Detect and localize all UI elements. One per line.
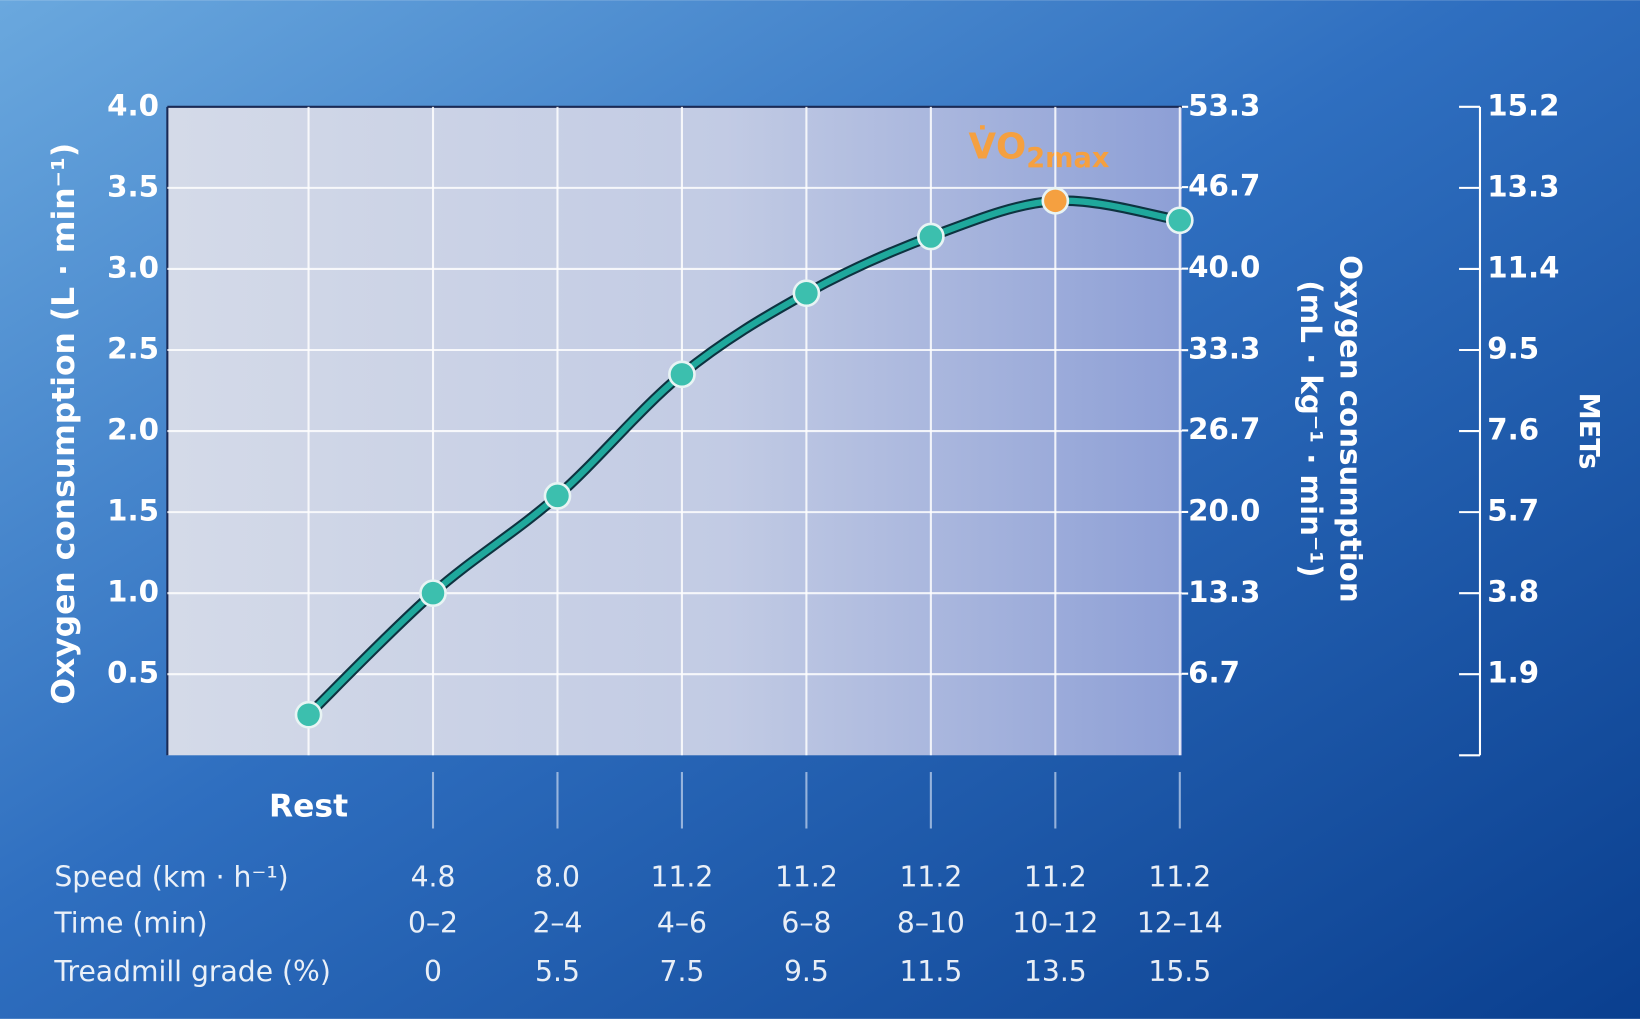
point (545, 483, 570, 508)
y3-tick-label: 5.7 (1487, 494, 1539, 528)
table-row-label: Time (min) (53, 907, 207, 940)
y2-tick-label: 26.7 (1188, 412, 1260, 446)
max-point (1043, 188, 1068, 213)
table-cell: 10–12 (1012, 907, 1098, 940)
table-row-label: Treadmill grade (%) (53, 955, 331, 988)
table-cell: 5.5 (535, 955, 580, 988)
point (1167, 208, 1192, 233)
y2-tick-label: 33.3 (1188, 332, 1260, 366)
page: Oxygen consumption (L · min⁻¹) Oxygen co… (0, 0, 1640, 1019)
y3-tick-label: 7.6 (1487, 413, 1539, 447)
table-cell: 4.8 (411, 861, 456, 894)
point (794, 281, 819, 306)
table-cell: 4–6 (657, 907, 707, 940)
table-cell: 11.2 (1024, 861, 1087, 894)
y2-tick-label: 13.3 (1188, 575, 1260, 609)
table-cell: 6–8 (781, 907, 831, 940)
y-tick-label: 3.5 (107, 169, 159, 203)
table-cell: 13.5 (1024, 955, 1087, 988)
table-cell: 0 (424, 955, 442, 988)
table-cell: 0–2 (408, 907, 458, 940)
point (918, 224, 943, 249)
y2-axis-label: (mL · kg⁻¹ · min⁻¹) (1294, 280, 1328, 577)
y3-tick-label: 11.4 (1487, 250, 1559, 284)
y-tick-label: 1.0 (107, 575, 159, 609)
table-cell: 8–10 (897, 907, 965, 940)
y-tick-label: 1.5 (107, 494, 159, 528)
table-cell: 11.2 (775, 861, 838, 894)
table-row-label: Speed (km · h⁻¹) (54, 861, 288, 894)
y3-tick-label: 3.8 (1487, 575, 1539, 609)
y2-tick-label: 6.7 (1188, 655, 1240, 689)
table-cell: 11.2 (1148, 861, 1211, 894)
y3-tick-label: 13.3 (1487, 169, 1559, 203)
point (420, 581, 445, 606)
table-cell: 11.2 (651, 861, 714, 894)
x-tick-label: Rest (269, 789, 348, 825)
annotation-text: V̇O (969, 125, 1027, 167)
table-cell: 15.5 (1148, 955, 1211, 988)
table-cell: 8.0 (535, 861, 580, 894)
table-cell: 12–14 (1137, 907, 1223, 940)
y-tick-label: 4.0 (107, 88, 159, 122)
annotation-subscript: 2max (1026, 143, 1110, 174)
chart: Oxygen consumption (L · min⁻¹) Oxygen co… (0, 0, 1640, 1019)
table-cell: 7.5 (659, 955, 704, 988)
y-tick-label: 3.0 (107, 250, 159, 284)
table-cell: 9.5 (784, 955, 829, 988)
table-cell: 11.2 (899, 861, 962, 894)
point (296, 702, 321, 727)
y3-tick-label: 1.9 (1487, 656, 1539, 690)
y-tick-label: 2.5 (107, 331, 159, 365)
table-cell: 2–4 (532, 907, 582, 940)
y2-tick-label: 20.0 (1188, 493, 1260, 527)
y2-tick-label: 53.3 (1188, 88, 1260, 122)
y3-axis-label: METs (1573, 393, 1604, 470)
y2-tick-label: 40.0 (1188, 250, 1260, 284)
table-cell: 11.5 (899, 955, 962, 988)
point (669, 362, 694, 387)
y3-tick-label: 9.5 (1487, 331, 1539, 365)
y-tick-label: 0.5 (107, 656, 159, 690)
y-axis-label: Oxygen consumption (L · min⁻¹) (46, 143, 82, 705)
y-tick-label: 2.0 (107, 413, 159, 447)
y2-axis-label: Oxygen consumption (1334, 255, 1368, 603)
y3-tick-label: 15.2 (1487, 88, 1559, 122)
y2-tick-label: 46.7 (1188, 169, 1260, 203)
